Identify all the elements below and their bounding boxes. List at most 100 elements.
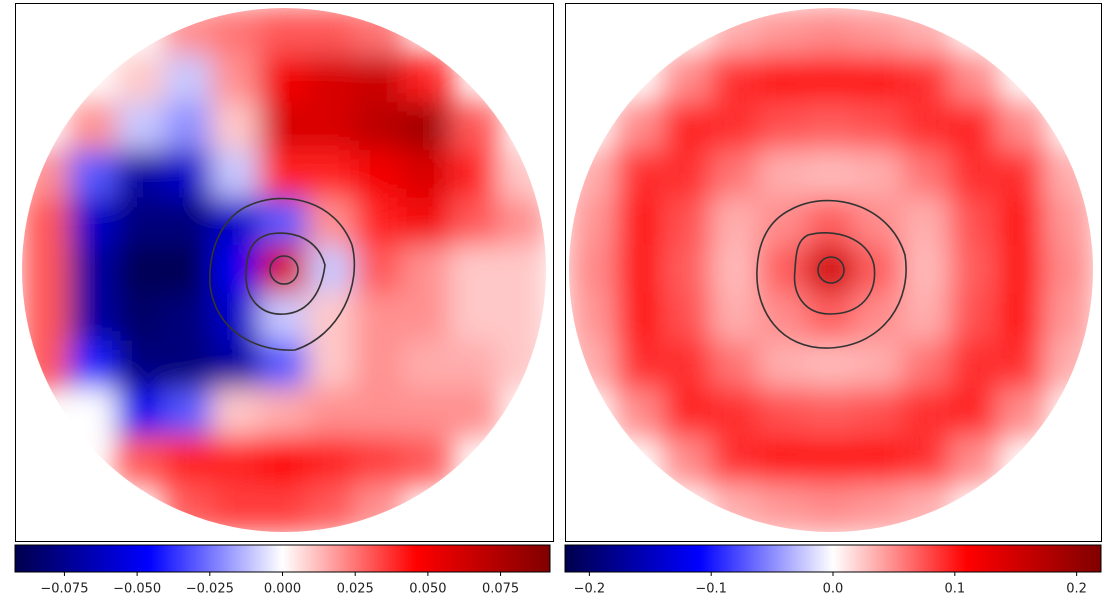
heatmap-cell [449, 245, 500, 295]
heatmap-cell [402, 435, 452, 486]
heatmap-cell [1044, 340, 1093, 391]
heatmap-cell [996, 197, 1047, 248]
heatmap-cell [163, 197, 214, 248]
heatmap-cell [806, 197, 856, 248]
heatmap-cell [163, 54, 214, 105]
heatmap-cell [663, 54, 713, 105]
heatmap-cells [569, 8, 1093, 532]
heatmap-cell [259, 483, 309, 532]
heatmap-cell [211, 245, 262, 295]
heatmap-cell [211, 388, 262, 438]
heatmap-cell [402, 197, 452, 248]
heatmap-cell [116, 388, 166, 438]
colorbar-tick-label: −0.050 [113, 582, 161, 597]
heatmap-cell [663, 388, 713, 438]
heatmap-cell [497, 245, 546, 295]
heatmap-cell [758, 149, 809, 200]
heatmap-cell [116, 149, 166, 200]
heatmap-cell [306, 149, 357, 200]
heatmap-cell [449, 102, 500, 152]
heatmap-cell [615, 149, 666, 200]
heatmap-cell [710, 388, 761, 438]
heatmap-cell [211, 483, 262, 532]
heatmap-cell [710, 483, 761, 532]
heatmap-cell [259, 54, 309, 105]
heatmap-cell [1044, 292, 1093, 343]
heatmap-cell [402, 102, 452, 152]
heatmap-cell [211, 149, 262, 200]
heatmap-cell [259, 435, 309, 486]
heatmap-cell [259, 149, 309, 200]
colorbar-tick-label: 0.000 [264, 582, 301, 597]
heatmap-cell [949, 340, 999, 391]
heatmap-cell [22, 245, 71, 295]
heatmap-cell [949, 435, 999, 486]
heatmap [22, 8, 546, 532]
heatmap-cell [710, 340, 761, 391]
heatmap-cell [996, 149, 1047, 200]
heatmap-cell [569, 340, 618, 391]
heatmap-cell [163, 435, 214, 486]
heatmap-cell [402, 388, 452, 438]
heatmap-cell [758, 102, 809, 152]
heatmap-cell [354, 388, 405, 438]
heatmap-cell [901, 197, 952, 248]
contour [756, 199, 907, 349]
heatmap-cell [22, 149, 71, 200]
colorbar-tick-label: 0.0 [823, 582, 844, 597]
heatmap-cell [615, 340, 666, 391]
colorbar-tick-label: 0.025 [337, 582, 374, 597]
heatmap-cell [901, 102, 952, 152]
heatmap-cell [901, 54, 952, 105]
heatmap-cell [211, 102, 262, 152]
heatmap-cell [996, 340, 1047, 391]
heatmap-cell [663, 197, 713, 248]
heatmap-cell [259, 292, 309, 343]
heatmap-cell [663, 340, 713, 391]
heatmap-cell [949, 292, 999, 343]
heatmap-cell [259, 8, 309, 57]
heatmap-cell [116, 54, 166, 105]
heatmap-cell [758, 8, 809, 57]
heatmap-cell [354, 102, 405, 152]
heatmap-cell [758, 245, 809, 295]
heatmap-cell [306, 388, 357, 438]
heatmap-cell [116, 292, 166, 343]
heatmap-cell [663, 292, 713, 343]
heatmap-cell [354, 435, 405, 486]
heatmap-cell [163, 292, 214, 343]
heatmap-cells [22, 8, 546, 532]
heatmap-cell [354, 483, 405, 532]
heatmap-cell [306, 54, 357, 105]
contour [209, 197, 356, 351]
heatmap-cell [710, 102, 761, 152]
heatmap-cell [758, 483, 809, 532]
heatmap-cell [901, 8, 952, 57]
heatmap-cell [1044, 245, 1093, 295]
heatmap-cell [449, 340, 500, 391]
heatmap-cell [758, 435, 809, 486]
heatmap-cell [306, 340, 357, 391]
heatmap-cell [211, 435, 262, 486]
heatmap-cell [853, 54, 904, 105]
heatmap-cell [901, 292, 952, 343]
heatmap-cell [306, 102, 357, 152]
heatmap-cell [163, 8, 214, 57]
heatmap-cell [569, 149, 618, 200]
heatmap-cell [163, 102, 214, 152]
heatmap-cell [901, 149, 952, 200]
heatmap-cell [853, 245, 904, 295]
heatmap-cell [354, 8, 405, 57]
heatmap-cell [901, 483, 952, 532]
heatmap-cell [853, 388, 904, 438]
heatmap-cell [306, 8, 357, 57]
heatmap-cell [116, 435, 166, 486]
heatmap-cell [22, 340, 71, 391]
heatmap-cell [853, 340, 904, 391]
heatmap-cell [163, 245, 214, 295]
heatmap-cell [806, 54, 856, 105]
heatmap-cell [710, 197, 761, 248]
heatmap-cell [68, 197, 119, 248]
heatmap-cell [306, 292, 357, 343]
